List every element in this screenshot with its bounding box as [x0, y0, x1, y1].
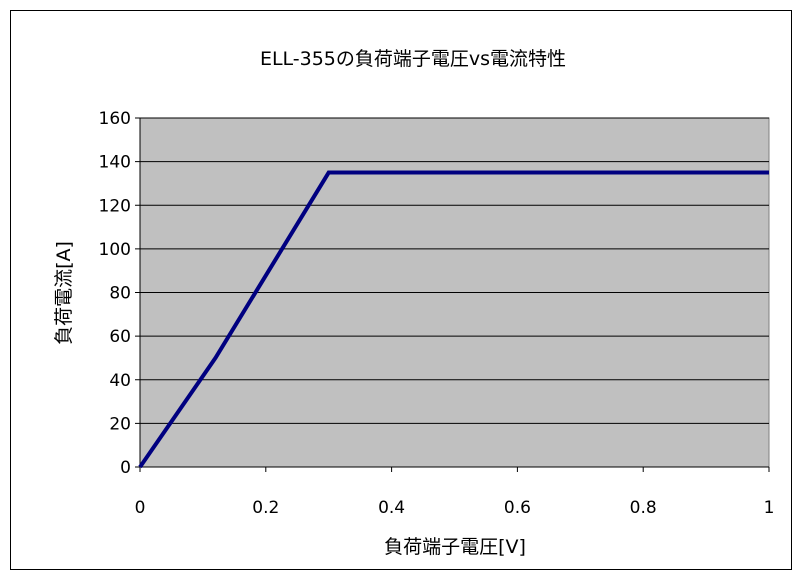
y-tick-label: 60: [109, 327, 131, 347]
y-tick-label: 120: [99, 196, 131, 216]
x-tick-label: 0.6: [504, 498, 531, 518]
y-tick-label: 160: [99, 109, 131, 129]
grid-lines: [140, 117, 769, 424]
y-tick-label: 20: [109, 414, 131, 434]
chart-title: ELL-355の負荷端子電圧vs電流特性: [260, 48, 566, 70]
y-tick-label: 100: [99, 240, 131, 260]
x-axis-label: 負荷端子電圧[V]: [384, 536, 526, 558]
y-tick-label: 0: [120, 458, 131, 478]
y-axis-label: 負荷電流[A]: [53, 241, 75, 345]
x-tick-label: 1: [764, 498, 775, 518]
x-tick-label: 0: [135, 498, 146, 518]
y-tick-label: 80: [109, 284, 131, 304]
x-axis: 0 0.2 0.4 0.6 0.8 1: [135, 466, 775, 518]
x-tick-label: 0.2: [252, 498, 279, 518]
x-tick-label: 0.8: [630, 498, 657, 518]
y-axis: 0 20 40 60 80 100 120 140 160: [99, 109, 141, 478]
y-tick-label: 140: [99, 153, 131, 173]
x-tick-label: 0.4: [378, 498, 405, 518]
y-tick-label: 40: [109, 371, 131, 391]
series-layer: [138, 170, 770, 469]
series-line: [138, 170, 769, 469]
